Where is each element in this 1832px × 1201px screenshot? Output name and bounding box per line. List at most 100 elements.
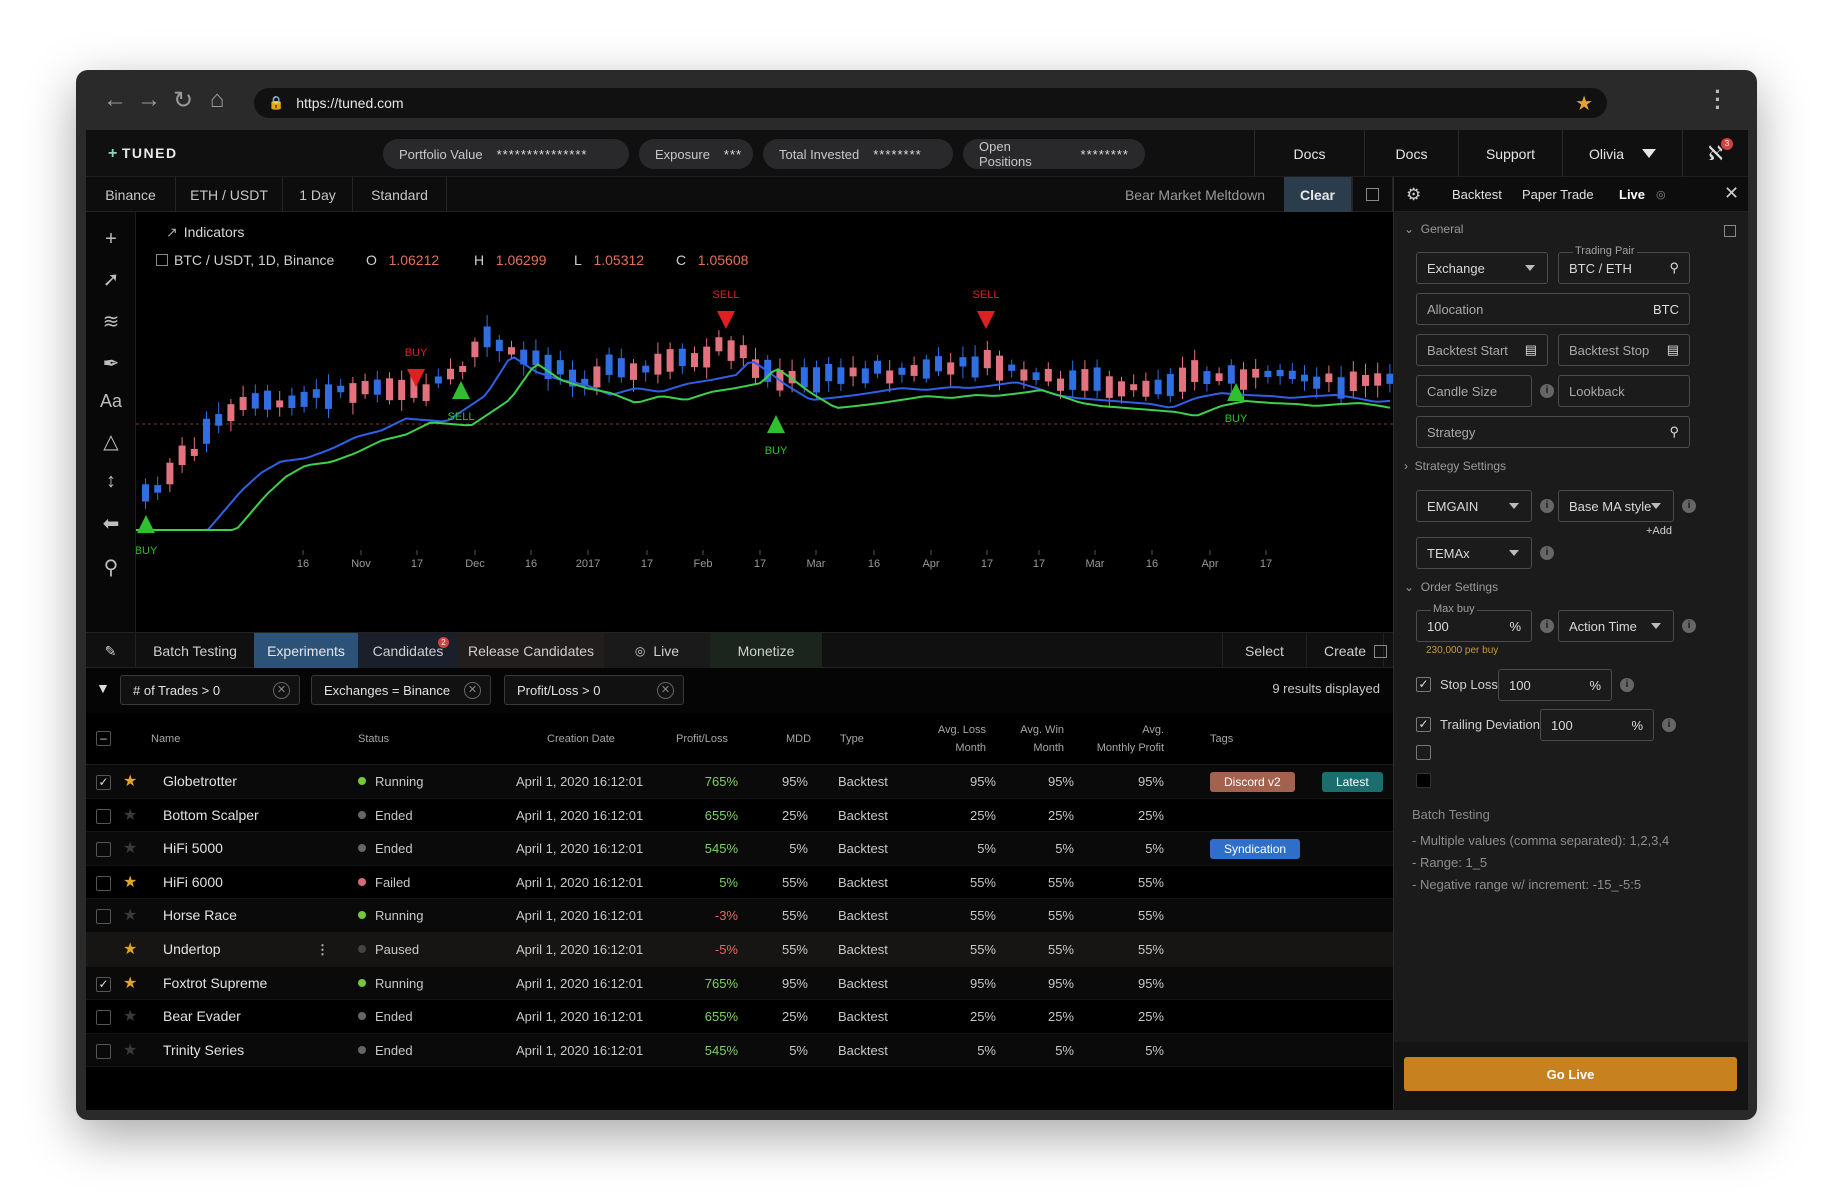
info-icon[interactable]: i <box>1682 619 1696 633</box>
create-button[interactable]: Create <box>1306 633 1384 669</box>
row-name[interactable]: Horse Race <box>163 907 237 924</box>
exchange-select[interactable]: Binance <box>86 177 176 212</box>
row-name[interactable]: Undertop <box>163 940 221 957</box>
text-tool-icon[interactable]: Aa <box>99 390 123 411</box>
pair-select[interactable]: ETH / USDT <box>176 177 283 212</box>
backtest-stop-field[interactable]: Backtest Stop ▤ <box>1558 334 1690 366</box>
add-button[interactable]: +Add <box>1646 525 1672 537</box>
col-mdd[interactable]: MDD <box>786 733 812 745</box>
tab-live[interactable]: ◎ Live <box>604 633 710 669</box>
copy-icon[interactable] <box>1724 225 1736 237</box>
row-checkbox[interactable] <box>96 1043 111 1059</box>
logo[interactable]: + TUNED <box>108 145 178 162</box>
star-icon[interactable]: ★ <box>123 773 138 790</box>
price-chart[interactable]: BUY SELL BUY SELL BUY SELL BUY 16 Nov 17 Dec 16 2017… <box>136 212 1393 632</box>
row-checkbox[interactable]: ✓ <box>96 775 111 790</box>
forward-icon[interactable]: → <box>137 86 161 113</box>
table-row[interactable]: ★ Bear Evader Ended April 1, 2020 16:12:01 6… <box>86 1000 1393 1034</box>
filter-chip-exchanges[interactable]: Exchanges = Binance ✕ <box>311 675 491 705</box>
tab-experiments[interactable]: Experiments <box>254 633 358 669</box>
nav-support[interactable]: Support <box>1458 130 1562 177</box>
user-menu[interactable]: Olivia <box>1562 130 1682 177</box>
stop-loss-checkbox[interactable]: ✓ <box>1416 677 1431 692</box>
open-positions-pill[interactable]: Open Positions ******** <box>963 139 1145 169</box>
back-icon[interactable]: ← <box>103 86 127 113</box>
temax-dropdown[interactable]: TEMAx <box>1416 537 1532 569</box>
exposure-pill[interactable]: Exposure *** <box>639 139 753 169</box>
back-arrow-icon[interactable]: ⬅ <box>102 512 120 535</box>
emgain-dropdown[interactable]: EMGAIN <box>1416 490 1532 522</box>
star-icon[interactable]: ★ <box>123 873 138 891</box>
fib-icon[interactable]: ≋ <box>102 310 120 333</box>
tab-panel-live[interactable]: Live <box>1619 187 1646 202</box>
collapse-icon[interactable] <box>156 254 168 266</box>
col-status[interactable]: Status <box>358 733 390 745</box>
tab-paper-trade[interactable]: Paper Trade <box>1522 187 1594 202</box>
bookmark-star-icon[interactable]: ★ <box>1575 92 1593 115</box>
filter-icon[interactable]: ▼ <box>96 680 110 696</box>
strategy-settings-section[interactable]: › Strategy Settings <box>1404 459 1507 473</box>
lookback-field[interactable]: Lookback <box>1558 375 1690 407</box>
row-checkbox[interactable] <box>96 1010 111 1026</box>
go-live-button[interactable]: Go Live <box>1404 1057 1737 1091</box>
table-row[interactable]: ★ HiFi 6000 Failed April 1, 2020 16:12:01 5%… <box>86 866 1393 900</box>
interval-select[interactable]: 1 Day <box>283 177 353 212</box>
edit-icon[interactable]: ✎ <box>86 633 136 669</box>
remove-filter-icon[interactable]: ✕ <box>273 682 290 699</box>
row-name[interactable]: HiFi 6000 <box>163 873 223 890</box>
notifications-button[interactable]: ℵ 3 <box>1682 130 1748 177</box>
col-avg-win[interactable]: Avg. Win Month <box>1020 724 1064 754</box>
order-settings-section[interactable]: ⌄ Order Settings <box>1404 580 1499 594</box>
row-name[interactable]: Globetrotter <box>163 773 237 789</box>
info-icon[interactable]: i <box>1540 546 1554 560</box>
zoom-icon[interactable]: ⚲ <box>103 556 119 579</box>
reload-icon[interactable]: ↻ <box>172 86 194 114</box>
layout-icon[interactable] <box>1352 177 1393 212</box>
tab-release-candidates[interactable]: Release Candidates <box>458 633 604 669</box>
info-icon[interactable]: i <box>1540 384 1554 398</box>
info-icon[interactable]: i <box>1620 678 1634 692</box>
max-buy-field[interactable]: Max buy 100% <box>1416 603 1532 642</box>
total-invested-pill[interactable]: Total Invested ******** <box>763 139 953 169</box>
remove-filter-icon[interactable]: ✕ <box>464 682 481 699</box>
stop-loss-field[interactable]: 100% <box>1498 669 1612 701</box>
col-type[interactable]: Type <box>840 733 864 745</box>
row-checkbox[interactable]: ✓ <box>96 976 111 992</box>
option-checkbox[interactable] <box>1416 745 1431 760</box>
star-icon[interactable]: ★ <box>123 840 138 858</box>
expand-icon[interactable] <box>1368 633 1393 669</box>
star-icon[interactable]: ★ <box>123 974 138 992</box>
table-row[interactable]: ★ Bottom Scalper Ended April 1, 2020 16:12:… <box>86 799 1393 833</box>
tab-batch-testing[interactable]: Batch Testing <box>153 643 237 659</box>
table-row[interactable]: ✓ ★ Foxtrot Supreme Running April 1, 2020 16… <box>86 966 1393 1001</box>
nav-docs[interactable]: Docs <box>1254 130 1364 177</box>
general-section[interactable]: ⌄ General <box>1404 222 1464 236</box>
base-ma-dropdown[interactable]: Base MA style <box>1558 490 1674 522</box>
row-checkbox[interactable] <box>96 909 111 925</box>
trading-pair-field[interactable]: Trading Pair BTC / ETH ⚲ <box>1558 245 1690 284</box>
trailing-checkbox[interactable]: ✓ <box>1416 717 1431 732</box>
tab-backtest[interactable]: Backtest <box>1452 187 1502 202</box>
row-checkbox[interactable] <box>96 875 111 891</box>
tag-badge[interactable]: Latest <box>1322 772 1383 792</box>
pattern-icon[interactable]: △ <box>103 430 119 453</box>
row-name[interactable]: Bottom Scalper <box>163 806 259 823</box>
chart-area[interactable]: + ➚ ≋ ✒ Aa △ ↕ ⬅ ⚲ ↗ Indicators BTC / USD… <box>86 212 1393 632</box>
row-checkbox[interactable] <box>96 842 111 858</box>
address-bar[interactable]: 🔒 https://tuned.com ★ <box>254 88 1607 118</box>
col-tags[interactable]: Tags <box>1210 733 1234 745</box>
close-icon[interactable]: ✕ <box>1724 183 1740 203</box>
table-row[interactable]: ✓ ★ Globetrotter Running April 1, 2020 16:12… <box>86 765 1393 799</box>
col-pl[interactable]: Profit/Loss <box>676 733 728 745</box>
row-checkbox[interactable] <box>96 808 111 824</box>
table-row[interactable]: ★ Trinity Series Ended April 1, 2020 16:12:… <box>86 1033 1393 1068</box>
exchange-dropdown[interactable]: Exchange <box>1416 252 1548 284</box>
action-time-dropdown[interactable]: Action Time <box>1558 610 1674 642</box>
trend-line-icon[interactable]: ➚ <box>102 268 120 291</box>
tab-monetize[interactable]: Monetize <box>710 633 822 669</box>
star-icon[interactable]: ★ <box>123 806 138 824</box>
filter-chip-profit[interactable]: Profit/Loss > 0 ✕ <box>504 675 684 705</box>
select-button[interactable]: Select <box>1222 633 1306 669</box>
pen-icon[interactable]: ✒ <box>102 352 120 375</box>
gear-icon[interactable]: ⚙ <box>1406 185 1422 204</box>
